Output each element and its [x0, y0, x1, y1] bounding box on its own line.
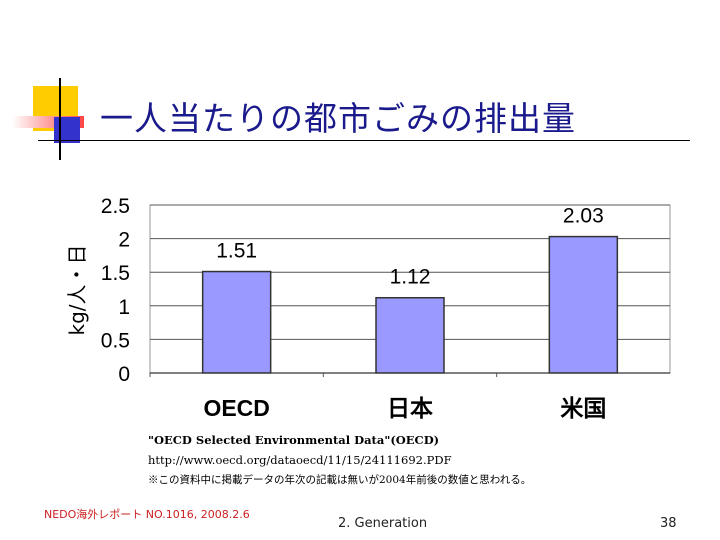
source-citation: NEDO海外レポート NO.1016, 2008.2.6 — [44, 508, 250, 521]
bar-chart: 0 0.5 1 1.5 2 2.5 kg/人・日 1.51 OECD 1.12 日本 2.03 米国 — [65, 195, 671, 421]
x-tick-label: 米国 — [560, 395, 606, 421]
x-tick-label: 日本 — [387, 395, 433, 421]
page-number: 38 — [660, 516, 677, 531]
bar — [375, 296, 445, 374]
y-tick-label: 2.5 — [101, 195, 130, 218]
deco-blue-square — [54, 117, 80, 143]
y-axis-label: kg/人・日 — [65, 244, 89, 335]
section-label: 2. Generation — [338, 516, 428, 531]
source-note-remark: ※この資料中に掲載データの年次の記載は無いが2004年前後の数値と思われる。 — [148, 474, 532, 486]
source-note-title: "OECD Selected Environmental Data"(OECD) — [148, 433, 440, 447]
y-tick-label: 2 — [118, 229, 130, 252]
source-note-url: http://www.oecd.org/dataoecd/11/15/24111… — [148, 453, 452, 467]
y-tick-label: 1 — [118, 296, 130, 319]
deco-vertical-line — [59, 78, 61, 160]
y-tick-label: 1.5 — [101, 262, 130, 285]
slide-title: 一人当たりの都市ごみの排出量 — [100, 99, 576, 138]
bar-value-label: 2.03 — [563, 205, 604, 228]
bar — [201, 270, 272, 374]
x-tick-label: OECD — [203, 395, 269, 421]
deco-horizontal-line — [38, 140, 690, 141]
y-tick-label: 0.5 — [101, 329, 130, 352]
y-tick-label: 0 — [118, 363, 130, 386]
bar-value-label: 1.12 — [390, 266, 431, 289]
bar-value-label: 1.51 — [216, 240, 257, 263]
bar — [548, 235, 619, 374]
